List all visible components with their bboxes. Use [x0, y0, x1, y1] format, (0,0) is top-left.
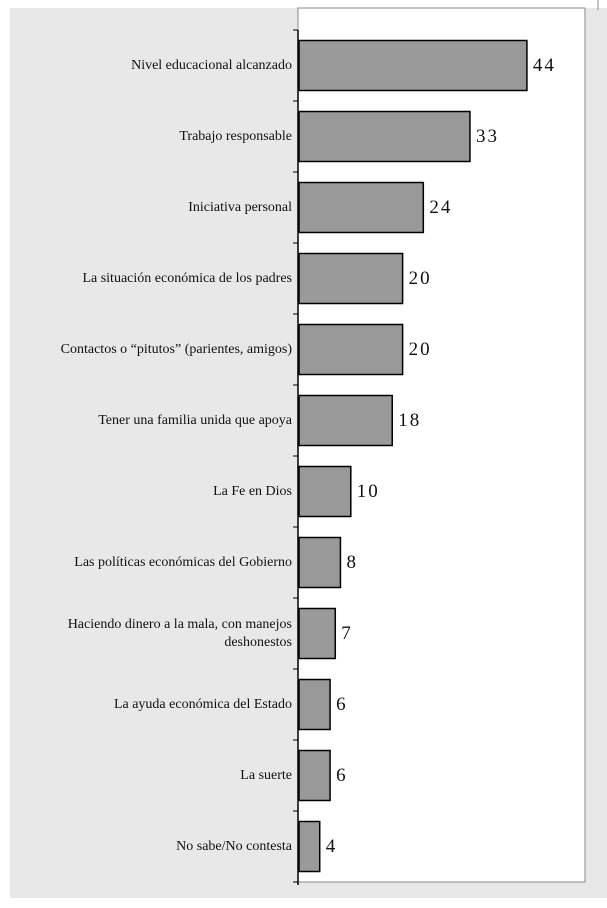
- bar: [298, 39, 528, 92]
- data-label: 6: [336, 765, 348, 786]
- category-label: No sabe/No contesta: [176, 838, 292, 854]
- bar: [298, 110, 471, 163]
- category-label: Trabajo responsable: [179, 128, 292, 144]
- category-label: Haciendo dinero a la mala, con manejos d…: [67, 616, 292, 650]
- data-label: 44: [533, 55, 556, 76]
- data-label: 24: [429, 197, 452, 218]
- category-label: Iniciativa personal: [188, 199, 292, 215]
- data-label: 8: [346, 552, 358, 573]
- bar: [298, 749, 331, 802]
- data-label: 33: [476, 126, 499, 147]
- data-label: 4: [326, 836, 338, 857]
- bar: [298, 394, 393, 447]
- bar: [298, 181, 425, 234]
- bar: [298, 323, 404, 376]
- bar: [298, 678, 331, 731]
- category-label: Nivel educacional alcanzado: [131, 57, 292, 73]
- category-label: La ayuda económica del Estado: [113, 696, 292, 712]
- data-label: 6: [336, 694, 348, 715]
- category-label: La suerte: [240, 767, 292, 783]
- data-label: 18: [398, 410, 421, 431]
- data-label: 20: [409, 339, 432, 360]
- data-label: 10: [357, 481, 380, 502]
- data-label: 7: [341, 623, 353, 644]
- data-label: 20: [409, 268, 432, 289]
- category-label: Las políticas económicas del Gobierno: [74, 554, 292, 570]
- category-label: La situación económica de los padres: [82, 270, 292, 286]
- category-label: La Fe en Dios: [213, 483, 292, 499]
- bar: [298, 252, 404, 305]
- bar: [298, 536, 342, 589]
- bar: [298, 465, 352, 518]
- category-label: Contactos o “pitutos” (parientes, amigos…: [60, 341, 292, 357]
- bar: [298, 820, 321, 873]
- bar: [298, 607, 337, 660]
- category-label: Tener una familia unida que apoya: [98, 412, 292, 428]
